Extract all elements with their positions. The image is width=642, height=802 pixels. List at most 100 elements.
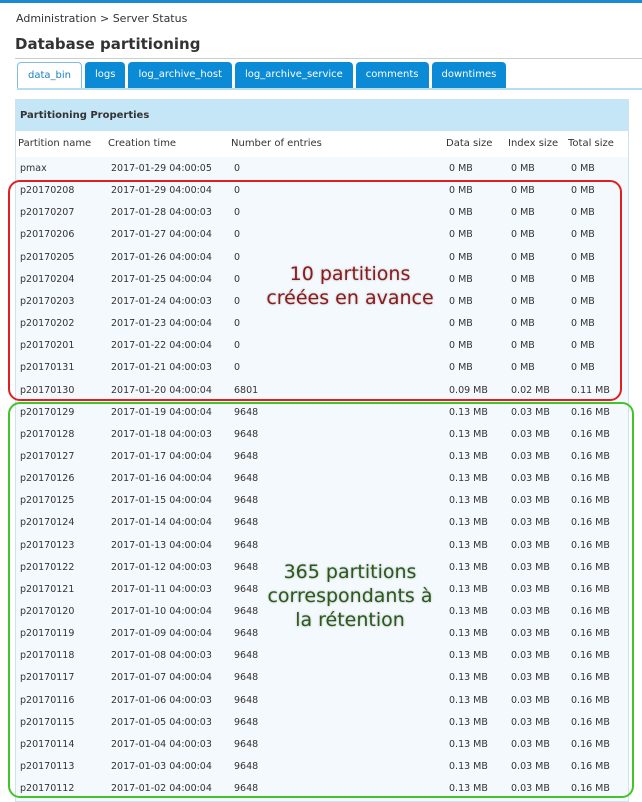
partition-name: pmax (20, 163, 47, 174)
entries-count: 9648 (234, 650, 259, 662)
table-row: p20170205 2017-01-26 04:00:04 0 0 MB 0 MB 0 M… (16, 247, 628, 269)
creation-time: 2017-01-05 04:00:03 (111, 716, 212, 728)
total-size: 0.16 MB (571, 628, 610, 640)
total-size: 0 MB (571, 229, 595, 241)
creation-time: 2017-01-28 04:00:03 (111, 207, 212, 219)
page-title: Database partitioning (15, 35, 201, 53)
tab-data-bin[interactable]: data_bin (17, 62, 82, 90)
entries-count: 9648 (234, 539, 259, 551)
creation-time: 2017-01-14 04:00:04 (111, 517, 212, 529)
entries-count: 0 (234, 362, 241, 374)
creation-time: 2017-01-22 04:00:04 (111, 340, 212, 352)
index-size: 0.03 MB (511, 606, 550, 617)
partition-name: p20170202 (20, 318, 75, 330)
table-row: p20170129 2017-01-19 04:00:04 9648 0.13 MB 0… (16, 402, 628, 424)
index-size: 0.03 MB (511, 406, 550, 418)
table-row: p20170115 2017-01-05 04:00:03 9648 0.13 MB 0… (16, 712, 628, 734)
section-header: Partitioning Properties (16, 100, 628, 131)
entries-count: 0 (234, 251, 241, 263)
data-size: 0.13 MB (449, 650, 488, 662)
tab-comments[interactable]: comments (355, 62, 429, 88)
table-row: p20170131 2017-01-21 04:00:03 0 0 MB 0 MB 0 M… (16, 357, 628, 379)
breadcrumb[interactable]: Administration > Server Status (16, 12, 188, 25)
table-row: p20170120 2017-01-10 04:00:04 9648 0.13 MB 0… (16, 601, 628, 623)
partition-name: p20170129 (20, 406, 75, 418)
total-size: 0.16 MB (571, 539, 610, 551)
table-row: p20170124 2017-01-14 04:00:04 9648 0.13 MB 0… (16, 512, 628, 534)
entries-count: 9648 (234, 561, 259, 573)
partition-name: p20170128 (20, 428, 75, 440)
data-size: 0.13 MB (449, 428, 488, 440)
entries-count: 9648 (234, 716, 259, 728)
index-size: 0 MB (511, 318, 535, 330)
index-size: 0 MB (511, 362, 535, 374)
entries-count: 9648 (234, 694, 259, 706)
index-size: 0 MB (511, 207, 535, 219)
tab-log-archive-service[interactable]: log_archive_service (235, 62, 353, 88)
table-row: pmax 2017-01-29 04:00:05 0 0 MB 0 MB 0 MB (16, 158, 628, 180)
table-header: Partition name Creation time Number of ent… (16, 131, 628, 157)
total-size: 0.16 MB (571, 716, 610, 728)
index-size: 0 MB (511, 340, 535, 352)
column-header[interactable]: Index size (508, 138, 559, 149)
data-size: 0.13 MB (449, 606, 488, 617)
creation-time: 2017-01-21 04:00:03 (111, 362, 212, 374)
partition-name: p20170116 (20, 694, 75, 706)
creation-time: 2017-01-25 04:00:04 (111, 273, 212, 285)
tab-log-archive-host[interactable]: log_archive_host (128, 62, 233, 88)
index-size: 0.03 MB (511, 473, 550, 485)
index-size: 0.03 MB (511, 650, 550, 662)
data-size: 0 MB (449, 273, 473, 285)
table-row: p20170118 2017-01-08 04:00:03 9648 0.13 MB 0… (16, 645, 628, 667)
index-size: 0.03 MB (511, 450, 550, 462)
partition-name: p20170203 (20, 295, 75, 307)
table-row: p20170112 2017-01-02 04:00:04 9648 0.13 MB 0… (16, 778, 628, 800)
creation-time: 2017-01-29 04:00:04 (111, 185, 212, 197)
partition-name: p20170122 (20, 561, 75, 573)
total-size: 0 MB (571, 185, 595, 197)
data-size: 0 MB (449, 207, 473, 219)
index-size: 0.03 MB (511, 672, 550, 684)
column-header[interactable]: Total size (568, 138, 614, 149)
total-size: 0.16 MB (571, 517, 610, 529)
partition-name: p20170121 (20, 583, 75, 595)
entries-count: 9648 (234, 783, 259, 795)
data-size: 0 MB (449, 362, 473, 374)
table-row: p20170126 2017-01-16 04:00:04 9648 0.13 MB 0… (16, 468, 628, 490)
index-size: 0 MB (511, 163, 535, 174)
creation-time: 2017-01-26 04:00:04 (111, 251, 212, 263)
total-size: 0 MB (571, 295, 595, 307)
entries-count: 9648 (234, 738, 259, 750)
table-row: p20170203 2017-01-24 04:00:03 0 0 MB 0 MB 0 M… (16, 291, 628, 313)
data-size: 0.13 MB (449, 761, 488, 773)
index-size: 0.03 MB (511, 561, 550, 573)
entries-count: 0 (234, 229, 241, 241)
total-size: 0.16 MB (571, 738, 610, 750)
entries-count: 9648 (234, 406, 259, 418)
partition-name: p20170114 (20, 738, 75, 750)
table-row: p20170119 2017-01-09 04:00:04 9648 0.13 MB 0… (16, 623, 628, 645)
total-size: 0.11 MB (571, 384, 610, 396)
creation-time: 2017-01-29 04:00:05 (111, 163, 212, 174)
tab-downtimes[interactable]: downtimes (431, 62, 507, 88)
column-header[interactable]: Partition name (18, 138, 92, 149)
table-row: p20170127 2017-01-17 04:00:04 9648 0.13 MB 0… (16, 446, 628, 468)
divider (15, 58, 642, 59)
column-header[interactable]: Number of entries (231, 138, 322, 149)
index-size: 0 MB (511, 185, 535, 197)
data-size: 0 MB (449, 163, 473, 174)
advance-partitions-highlight (8, 180, 622, 401)
index-size: 0.03 MB (511, 495, 550, 507)
index-size: 0 MB (511, 273, 535, 285)
total-size: 0.16 MB (571, 606, 610, 617)
partition-name: p20170208 (20, 185, 75, 197)
total-size: 0 MB (571, 251, 595, 263)
table-row: p20170117 2017-01-07 04:00:04 9648 0.13 MB 0… (16, 667, 628, 689)
partition-name: p20170124 (20, 517, 75, 529)
index-size: 0.03 MB (511, 716, 550, 728)
column-header[interactable]: Data size (446, 138, 493, 149)
tab-logs[interactable]: logs (85, 62, 126, 88)
column-header[interactable]: Creation time (108, 138, 177, 149)
index-size: 0.03 MB (511, 583, 550, 595)
table-row: p20170207 2017-01-28 04:00:03 0 0 MB 0 MB 0 M… (16, 202, 628, 224)
